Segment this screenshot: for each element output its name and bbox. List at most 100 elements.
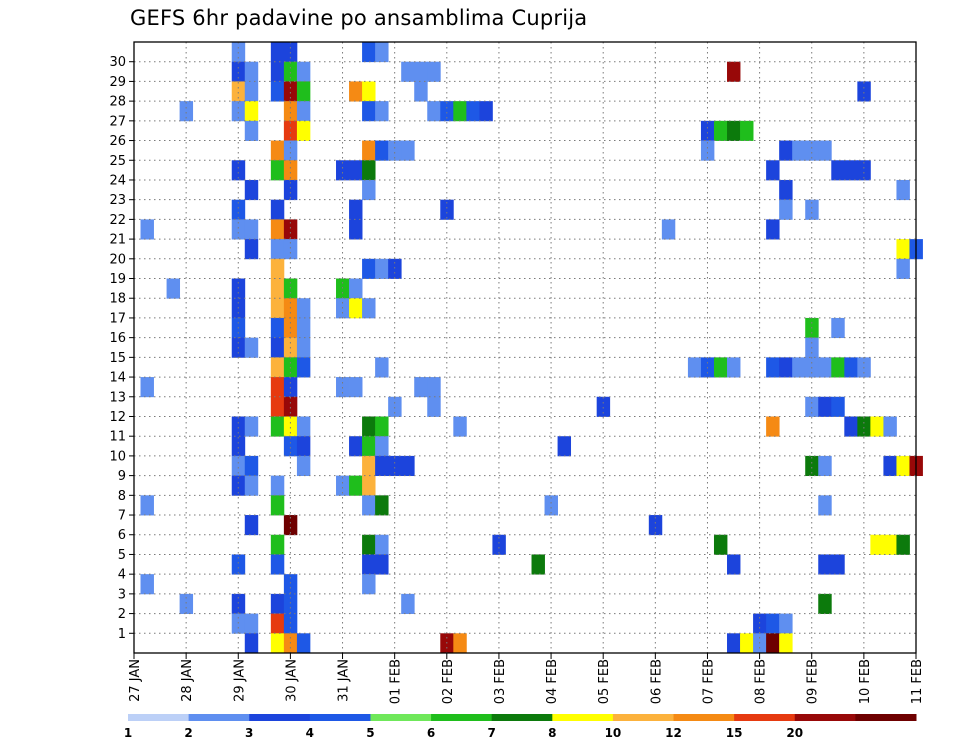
colorbar-tick-label: 8 [548,726,556,740]
y-tick-label: 20 [109,252,126,267]
colorbar-swatch [491,714,553,721]
heatmap-cell [857,160,871,181]
heatmap-cell [883,416,897,437]
heatmap-cell [375,534,389,555]
heatmap-cell [336,278,350,299]
heatmap-cell [283,278,298,299]
heatmap-cell [283,593,298,614]
heatmap-cell [296,416,311,437]
heatmap-cell [844,357,858,378]
heatmap-cell [270,199,285,220]
heatmap-cell [283,81,298,102]
heatmap-cell [362,475,376,496]
y-tick-label: 22 [109,213,126,228]
y-tick-label: 11 [109,430,126,445]
heatmap-cell [296,298,311,319]
heatmap-cell [231,278,246,299]
heatmap-cell [831,160,845,181]
heatmap-cell [140,574,154,595]
heatmap-cell [336,475,350,496]
heatmap-cell [231,101,246,122]
y-tick-label: 12 [109,410,126,425]
y-tick-label: 23 [109,193,126,208]
heatmap-cell [231,436,246,457]
heatmap-cell [231,613,246,634]
plot-frame [133,41,917,654]
heatmap-cell [440,199,454,220]
y-tick-label: 17 [109,311,126,326]
heatmap-cell [818,140,832,161]
y-tick-label: 8 [118,489,126,504]
heatmap-cell [231,554,246,575]
heatmap-cell [844,416,858,437]
heatmap-cell [727,61,741,82]
heatmap-cell [805,199,819,220]
heatmap-cell [179,593,194,614]
colorbar-tick-label: 2 [184,726,192,740]
x-tick-label: 03 FEB [493,659,508,704]
heatmap-cell [231,61,246,82]
heatmap-cell [270,495,285,516]
heatmap-cell [244,219,259,240]
heatmap-cell [831,396,845,417]
heatmap-cell [831,317,845,339]
heatmap-cell [440,101,454,122]
heatmap-cell [244,613,259,634]
heatmap-cell [401,455,415,477]
heatmap-cell [270,258,285,279]
heatmap-cell [244,337,259,358]
y-tick-label: 2 [118,607,126,622]
heatmap-cell [766,160,780,181]
y-tick-label: 9 [118,469,126,484]
colorbar-swatch [249,714,311,721]
x-axis-ticks: 27 JAN 28 JAN 29 JAN 30 JAN 31 JAN 01 FEB 02 F… [128,653,925,704]
heatmap-cell [362,42,376,63]
heatmap-cell [896,534,910,555]
heatmap-cell [349,199,363,220]
heatmap-cell [453,633,467,654]
colorbar-tick-label: 6 [427,726,435,740]
heatmap-cell [740,120,754,141]
y-tick-label: 21 [109,233,126,248]
colorbar-swatch [552,714,614,721]
y-tick-label: 19 [109,272,126,287]
heatmap-cell [727,554,741,575]
heatmap-cell [831,554,845,575]
heatmap-cell [544,495,558,516]
heatmap-cell [818,495,832,516]
heatmap-cell [388,396,402,417]
y-axis-ticks: 1234567891011121314151617181920212223242… [109,55,134,642]
colorbar-tick-label: 1 [124,726,132,740]
heatmap-cell [283,101,298,122]
colorbar-swatch [128,714,190,721]
heatmap-cell [727,633,741,654]
heatmap-cell [283,140,298,161]
heatmap-cell [700,120,715,141]
heatmap-cell [883,534,897,555]
colorbar-swatch [370,714,432,721]
y-tick-label: 7 [118,509,126,524]
heatmap-cell [779,357,793,378]
heatmap-cell [349,160,363,181]
heatmap-cell [557,436,572,457]
colorbar-swatch [309,714,371,721]
heatmap-cell [375,416,389,437]
heatmap-cell [375,495,389,516]
heatmap-cell [766,633,780,654]
colorbar-tick-label: 3 [245,726,253,740]
heatmap-cell [375,357,389,378]
colorbar-swatch [855,714,917,721]
heatmap-cell [244,239,259,260]
heatmap-cell [244,179,259,201]
heatmap-cell [388,258,402,279]
heatmap-cell [727,120,741,141]
heatmap-cell [388,455,402,477]
heatmap-cell [349,436,363,457]
heatmap-cell [401,61,415,82]
heatmap-cell [270,278,285,299]
heatmap-cell [362,495,376,516]
heatmap-cell [362,258,376,279]
heatmap-cell [779,199,793,220]
heatmap-cell [805,140,819,161]
